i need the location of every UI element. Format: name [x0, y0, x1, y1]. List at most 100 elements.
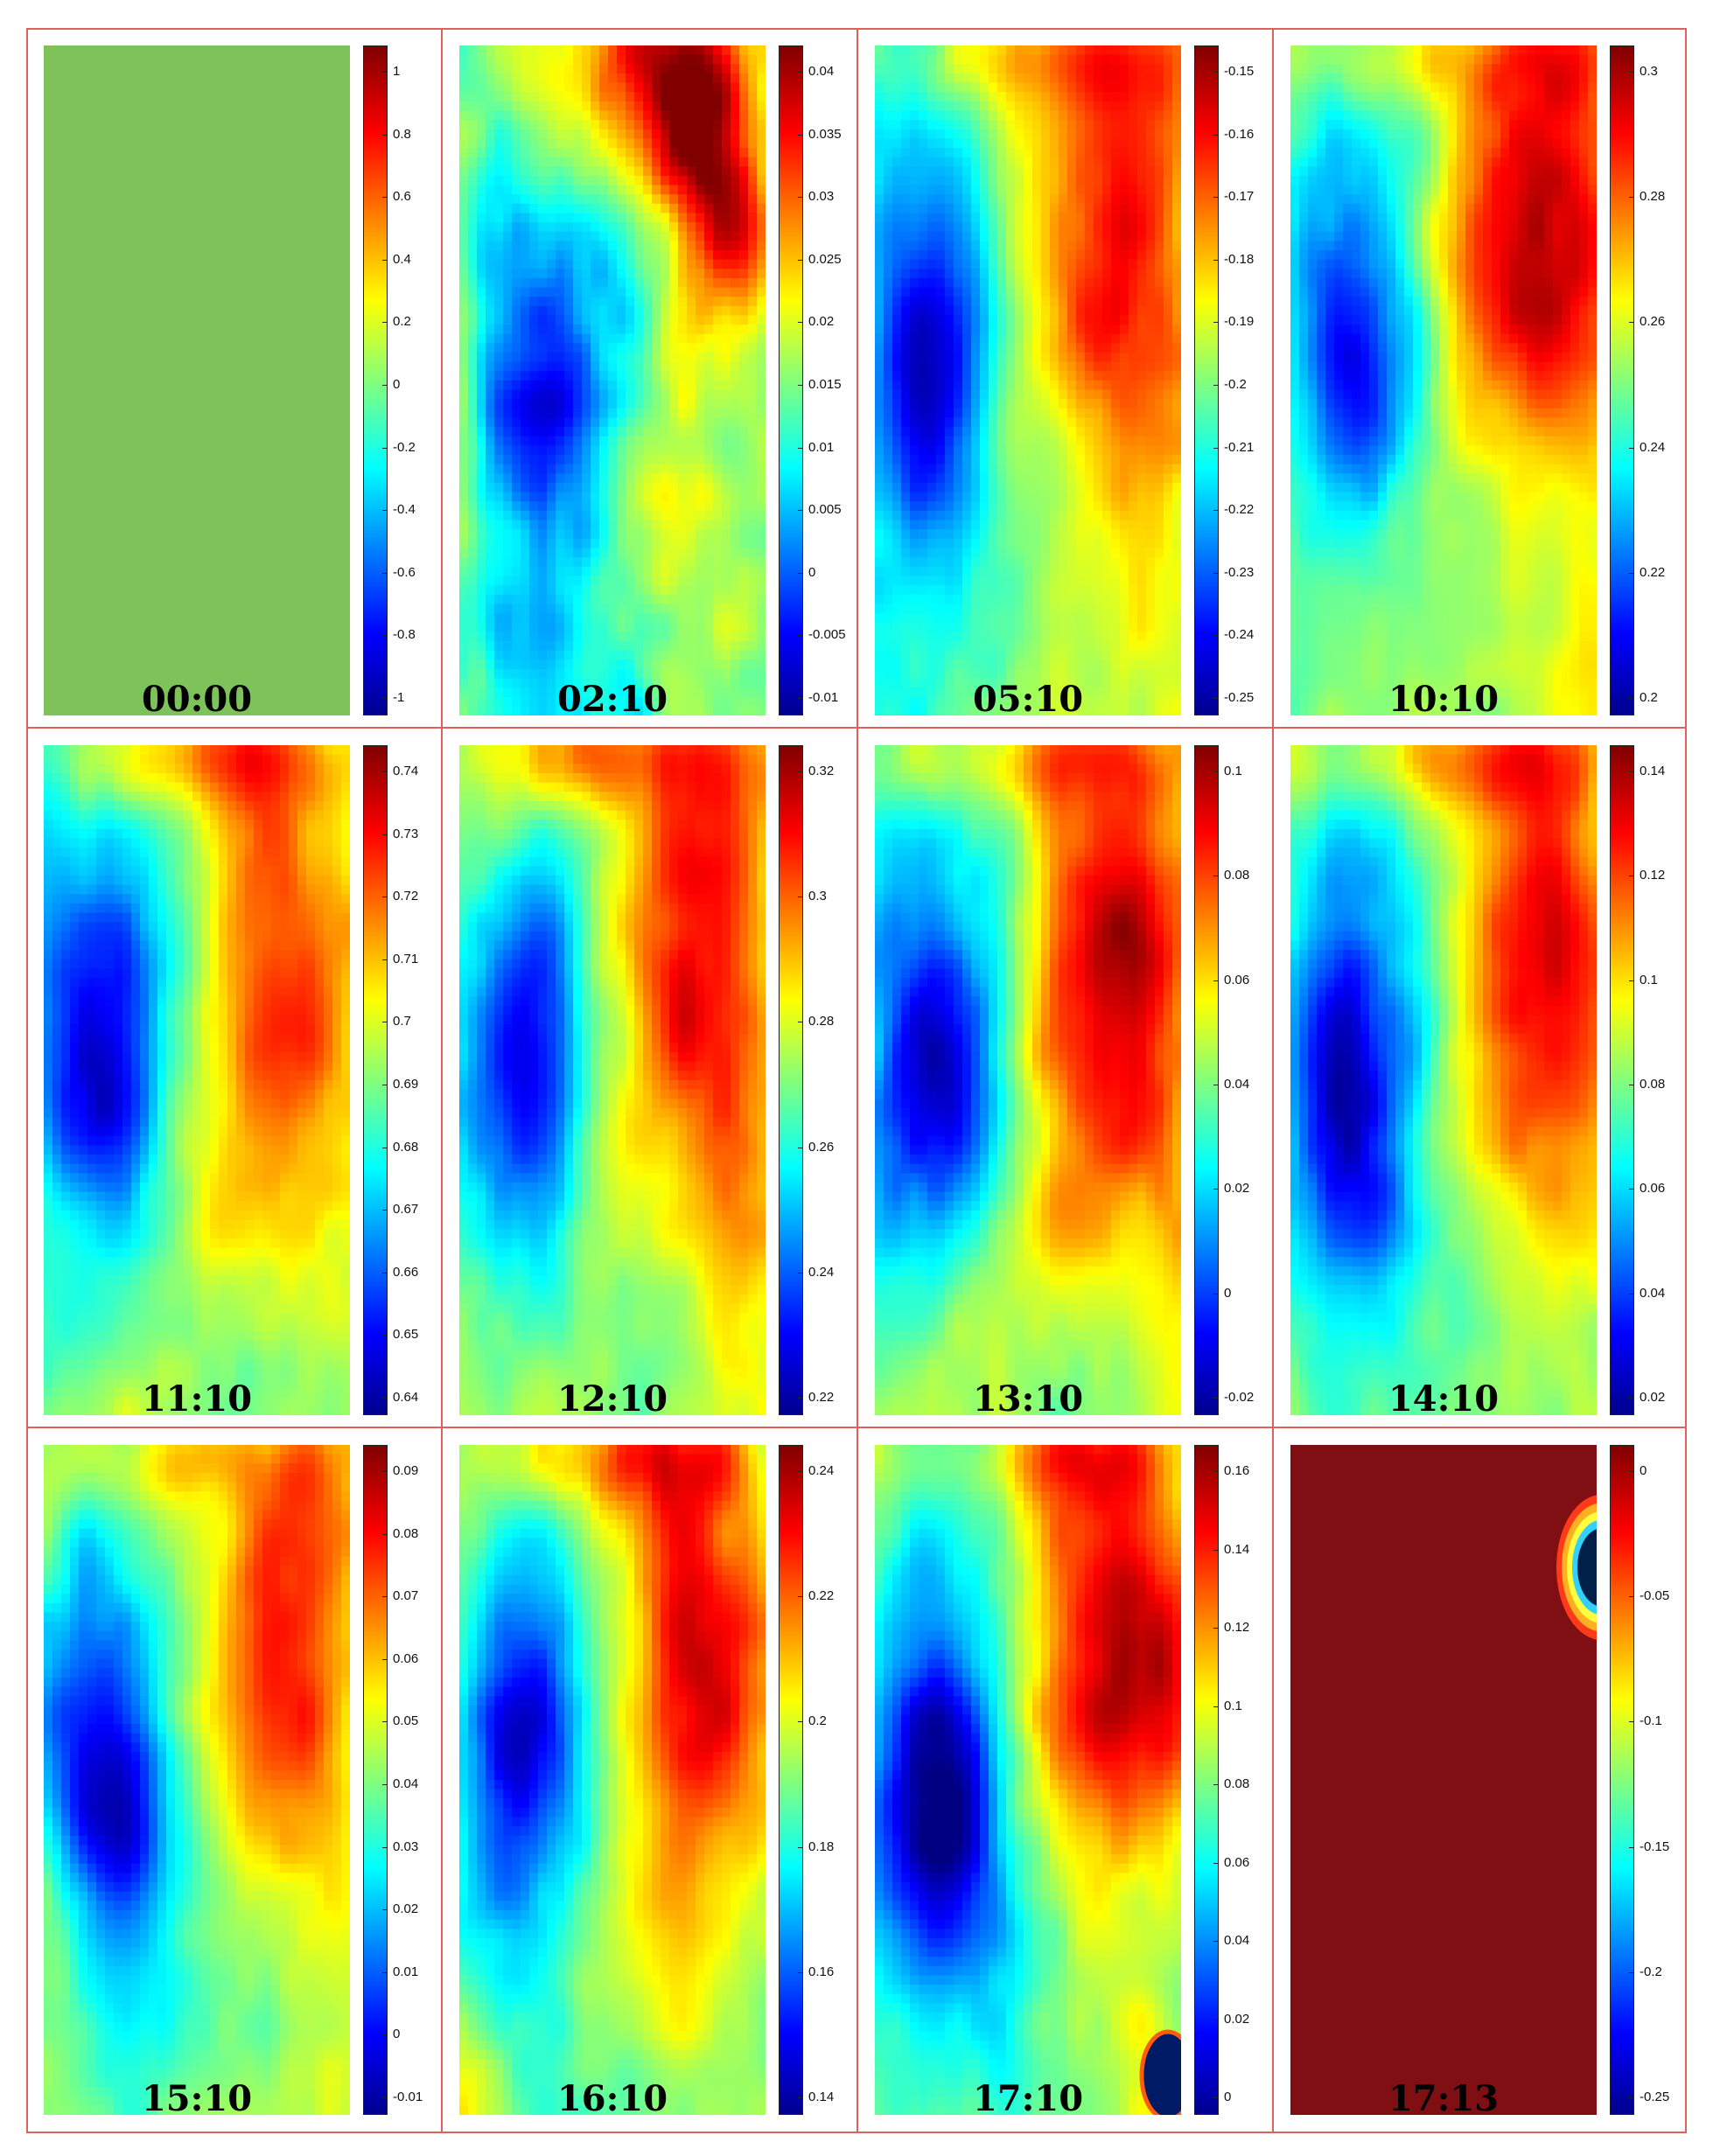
heatmap-cell — [643, 380, 653, 391]
heatmap-cell — [1041, 138, 1051, 149]
heatmap-cell — [997, 297, 1007, 307]
heatmap-cell — [954, 678, 963, 688]
heatmap-cell — [1085, 148, 1094, 158]
heatmap-cell — [1137, 612, 1147, 624]
heatmap-cell — [1111, 408, 1121, 419]
heatmap-cell — [884, 604, 893, 614]
heatmap-cell — [608, 166, 618, 177]
heatmap-cell — [1146, 82, 1156, 93]
heatmap-cell — [1094, 473, 1103, 484]
heatmap-cell — [875, 45, 884, 56]
heatmap-cell — [494, 659, 504, 670]
heatmap-cell — [494, 399, 504, 409]
heatmap-cell — [486, 427, 495, 437]
heatmap-cell — [748, 380, 758, 391]
heatmap-cell — [529, 82, 539, 93]
heatmap-cell — [884, 45, 893, 56]
heatmap-cell — [739, 148, 749, 158]
heatmap-cell — [661, 650, 670, 660]
heatmap-cell — [1137, 510, 1147, 521]
heatmap-cell — [1050, 659, 1059, 670]
heatmap-cell — [1024, 631, 1033, 642]
heatmap-cell — [687, 194, 696, 205]
heatmap-cell — [1085, 631, 1094, 642]
heatmap-cell — [1111, 231, 1121, 242]
heatmap-cell — [669, 166, 679, 177]
heatmap-cell — [884, 408, 893, 419]
heatmap-cell — [503, 333, 513, 345]
heatmap-cell — [1146, 548, 1156, 558]
heatmap-cell — [971, 464, 981, 474]
heatmap-cell — [468, 305, 478, 317]
heatmap-cell — [704, 557, 714, 568]
heatmap-cell — [989, 399, 998, 409]
heatmap-cell — [1172, 455, 1181, 465]
heatmap-cell — [661, 166, 670, 177]
heatmap-cell — [1067, 650, 1077, 660]
heatmap-cell — [901, 352, 911, 363]
heatmap-cell — [962, 82, 972, 93]
heatmap-cell — [1164, 417, 1173, 428]
heatmap-cell — [512, 650, 521, 660]
heatmap-cell — [591, 287, 600, 297]
heatmap-cell — [936, 520, 946, 530]
heatmap-cell — [573, 361, 583, 372]
heatmap-cell — [971, 138, 981, 149]
heatmap-cell — [1006, 371, 1016, 381]
heatmap-cell — [954, 315, 963, 325]
heatmap-cell — [626, 343, 635, 353]
heatmap-cell — [962, 361, 972, 372]
heatmap-cell — [1120, 678, 1129, 688]
heatmap-cell — [748, 510, 758, 521]
heatmap-cell — [564, 138, 574, 149]
heatmap-cell — [748, 148, 758, 158]
heatmap-cell — [468, 64, 478, 74]
heatmap-cell — [1111, 157, 1121, 167]
heatmap-cell — [1024, 585, 1033, 596]
heatmap-cell — [687, 529, 696, 540]
heatmap-cell — [954, 269, 963, 279]
heatmap-cell — [980, 148, 989, 158]
heatmap-cell — [634, 473, 644, 484]
heatmap-cell — [687, 687, 696, 698]
colorbar-tick-mark — [798, 322, 802, 324]
heatmap-cell — [1172, 259, 1181, 269]
heatmap-cell — [1024, 594, 1033, 604]
heatmap-cell — [564, 706, 574, 715]
heatmap-cell — [661, 427, 670, 437]
heatmap-cell — [1129, 427, 1138, 437]
heatmap-cell — [1094, 631, 1103, 642]
heatmap-cell — [1006, 612, 1016, 624]
heatmap-cell — [980, 352, 989, 363]
heatmap-cell — [477, 110, 486, 121]
heatmap-cell — [919, 529, 928, 540]
heatmap-cell — [884, 73, 893, 84]
heatmap-cell — [1164, 604, 1173, 614]
heatmap-cell — [643, 333, 653, 345]
heatmap-cell — [1102, 73, 1112, 84]
heatmap-cell — [538, 352, 548, 363]
heatmap-cell — [661, 640, 670, 652]
heatmap-cell — [608, 148, 618, 158]
heatmap-cell — [1129, 269, 1138, 279]
heatmap-cell — [739, 213, 749, 223]
heatmap-cell — [989, 604, 998, 614]
heatmap-cell — [989, 166, 998, 177]
heatmap-cell — [643, 473, 653, 484]
heatmap-cell — [748, 594, 758, 604]
heatmap-cell — [1067, 538, 1077, 549]
heatmap-cell — [927, 650, 937, 660]
heatmap-cell — [643, 157, 653, 167]
heatmap-cell — [486, 185, 495, 195]
heatmap-cell — [477, 604, 486, 614]
heatmap-cell — [910, 45, 919, 56]
heatmap-cell — [512, 333, 521, 345]
heatmap-cell — [1059, 194, 1068, 205]
heatmap-cell — [547, 305, 556, 317]
heatmap-cell — [1032, 241, 1042, 251]
heatmap-cell — [494, 241, 504, 251]
heatmap-cell — [739, 585, 749, 596]
heatmap-cell — [547, 129, 556, 139]
heatmap-cell — [696, 445, 705, 456]
heatmap-cell — [582, 631, 591, 642]
